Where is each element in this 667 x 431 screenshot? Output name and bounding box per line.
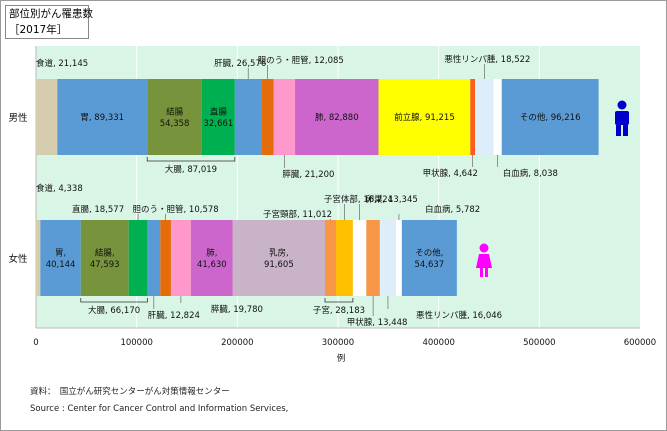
x-tick-label: 100000 [120, 338, 152, 348]
segment-label: 胃, 40,144 [46, 248, 76, 270]
bar-segment [470, 79, 476, 155]
bracket-line [324, 298, 354, 303]
segment-label: 甲状腺, 4,642 [423, 168, 478, 179]
bracket-label: 大腸, 66,170 [88, 305, 140, 316]
segment-label: 甲状腺, 13,448 [347, 317, 408, 328]
segment-label: 肝臓, 12,824 [148, 310, 200, 321]
segment-label: 肝臓, 26,576 [214, 58, 266, 69]
bracket-line [146, 157, 236, 162]
segment-label: 結腸 54,358 [160, 106, 190, 129]
x-tick-label: 400000 [422, 338, 454, 348]
bar-segment [493, 79, 502, 155]
segment-label: 結腸, 47,593 [90, 247, 120, 270]
bracket-label: 大腸, 87,019 [165, 164, 217, 175]
segment-label: 卵巣, 13,345 [366, 194, 418, 205]
bar-segment [147, 79, 202, 155]
source-line-en: Source : Center for Cancer Control and I… [30, 404, 289, 414]
segment-label: 悪性リンパ腫, 16,046 [416, 310, 502, 321]
icon-head [479, 243, 489, 253]
segment-label: 前立腺, 91,215 [394, 112, 455, 123]
bar-segment [378, 79, 471, 155]
segment-label: 胆のう・胆管, 12,085 [258, 55, 344, 66]
bar-segment [396, 220, 402, 296]
segment-label: その他, 96,216 [520, 112, 581, 123]
x-tick-label: 300000 [322, 338, 354, 348]
x-tick-label: 600000 [624, 338, 656, 348]
bracket-label: 子宮, 28,183 [313, 305, 365, 316]
segment-label: 直腸 32,661 [203, 106, 233, 129]
segment-label: 肺, 41,630 [197, 248, 227, 270]
chart-title-box: 部位別がん罹患数 ［2017年］ [5, 5, 93, 39]
segment-label: 食道, 4,338 [36, 183, 83, 194]
bar-segment [501, 79, 599, 155]
source-line-jp: 資料： 国立がん研究センターがん対策情報センター [30, 387, 230, 397]
segment-label: 白血病, 5,782 [425, 204, 480, 215]
segment-label: 白血病, 8,038 [503, 168, 558, 179]
bar-segment [379, 220, 397, 296]
source-note: 資料： 国立がん研究センターがん対策情報センター Source : Center… [30, 384, 288, 418]
bar-segment [324, 220, 337, 296]
bar-segment [401, 220, 457, 296]
bar-segment [201, 79, 235, 155]
segment-label: 乳房, 91,605 [264, 247, 294, 270]
icon-leg [480, 268, 483, 277]
chart-year: ［2017年］ [9, 24, 68, 36]
bar-segment [234, 79, 262, 155]
bar-segment [40, 220, 81, 296]
female-figure-icon [476, 243, 492, 277]
icon-leg [485, 268, 488, 277]
chart-title: 部位別がん罹患数 [9, 8, 93, 20]
segment-label: 食道, 21,145 [36, 58, 88, 69]
bar-segment [232, 220, 325, 296]
bar-segment [352, 220, 367, 296]
bar-segment [295, 79, 379, 155]
x-axis-label: 例 [337, 353, 346, 364]
bar-segment [160, 220, 171, 296]
icon-head [617, 100, 627, 110]
bar-segment [80, 220, 129, 296]
x-tick-label: 0 [33, 338, 38, 348]
row-label: 男性 [8, 112, 28, 124]
bar-segment [170, 220, 191, 296]
segment-label: 肺, 82,880 [315, 113, 359, 123]
bar-segment [273, 79, 296, 155]
segment-label: その他, 54,637 [414, 247, 444, 270]
segment-label: 子宮頸部, 11,012 [263, 209, 332, 220]
segment-label: 胃, 89,331 [80, 113, 124, 123]
icon-leg [623, 125, 628, 136]
bar-segment [261, 79, 274, 155]
bar-segment [36, 79, 58, 155]
icon-body [615, 111, 629, 125]
x-tick-label: 500000 [523, 338, 555, 348]
bar-segment [366, 220, 380, 296]
segment-label: 膵臓, 19,780 [211, 304, 263, 315]
bar-segment [190, 220, 233, 296]
bar-segment [57, 79, 148, 155]
bar-segment [36, 220, 41, 296]
bracket-line [80, 298, 148, 303]
bar-segment [475, 79, 494, 155]
segment-label: 子宮体部, 16,724 [324, 194, 393, 205]
icon-leg [616, 125, 621, 136]
segment-label: 胆のう・胆管, 10,578 [133, 204, 219, 215]
segment-label: 膵臓, 21,200 [282, 169, 334, 180]
bar-segment [336, 220, 353, 296]
bar-segment [147, 220, 161, 296]
row-label: 女性 [8, 253, 28, 265]
segment-label: 直腸, 18,577 [72, 204, 124, 215]
segment-label: 悪性リンパ腫, 18,522 [444, 54, 530, 65]
x-tick-label: 200000 [221, 338, 253, 348]
male-figure-icon [615, 100, 629, 136]
icon-body [476, 254, 492, 268]
bar-segment [128, 220, 148, 296]
